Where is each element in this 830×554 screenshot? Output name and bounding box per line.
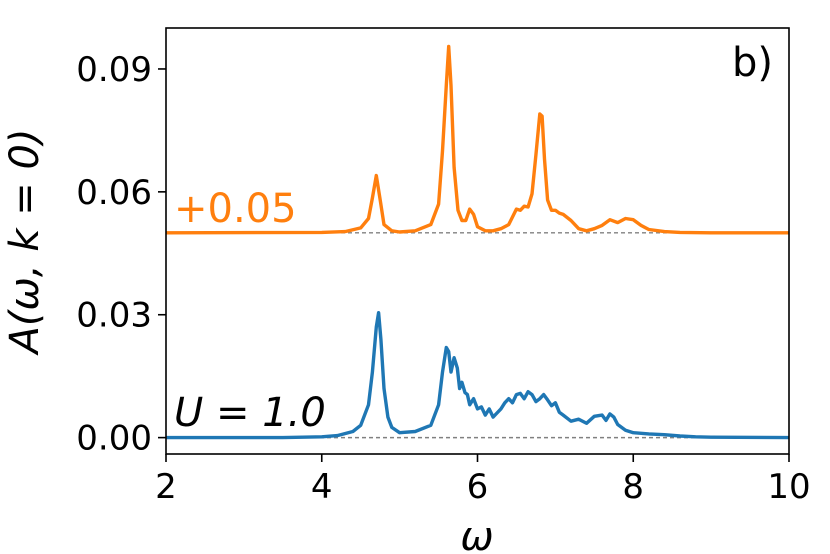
x-tick-label: 8 xyxy=(622,467,644,507)
offset-annotation: +0.05 xyxy=(174,186,297,232)
y-axis: 0.00 0.03 0.06 0.09 xyxy=(76,50,166,459)
series-line-1 xyxy=(166,44,789,235)
x-tick-label: 6 xyxy=(467,467,489,507)
y-axis-title: A(ω, k = 0) xyxy=(2,128,48,356)
y-tick-label: 0.09 xyxy=(76,50,152,90)
series-layer xyxy=(166,44,789,440)
series-line-0 xyxy=(166,311,789,440)
x-axis-title: ω xyxy=(460,514,494,554)
x-axis: 2 4 6 8 10 xyxy=(155,454,811,507)
x-tick-label: 4 xyxy=(311,467,333,507)
y-tick-label: 0.06 xyxy=(76,173,152,213)
x-tick-label: 2 xyxy=(155,467,177,507)
y-tick-label: 0.00 xyxy=(76,419,152,459)
x-tick-label: 10 xyxy=(767,467,810,507)
u-value-annotation: U = 1.0 xyxy=(174,390,326,436)
y-tick-label: 0.03 xyxy=(76,296,152,336)
panel-label: b) xyxy=(732,40,773,86)
